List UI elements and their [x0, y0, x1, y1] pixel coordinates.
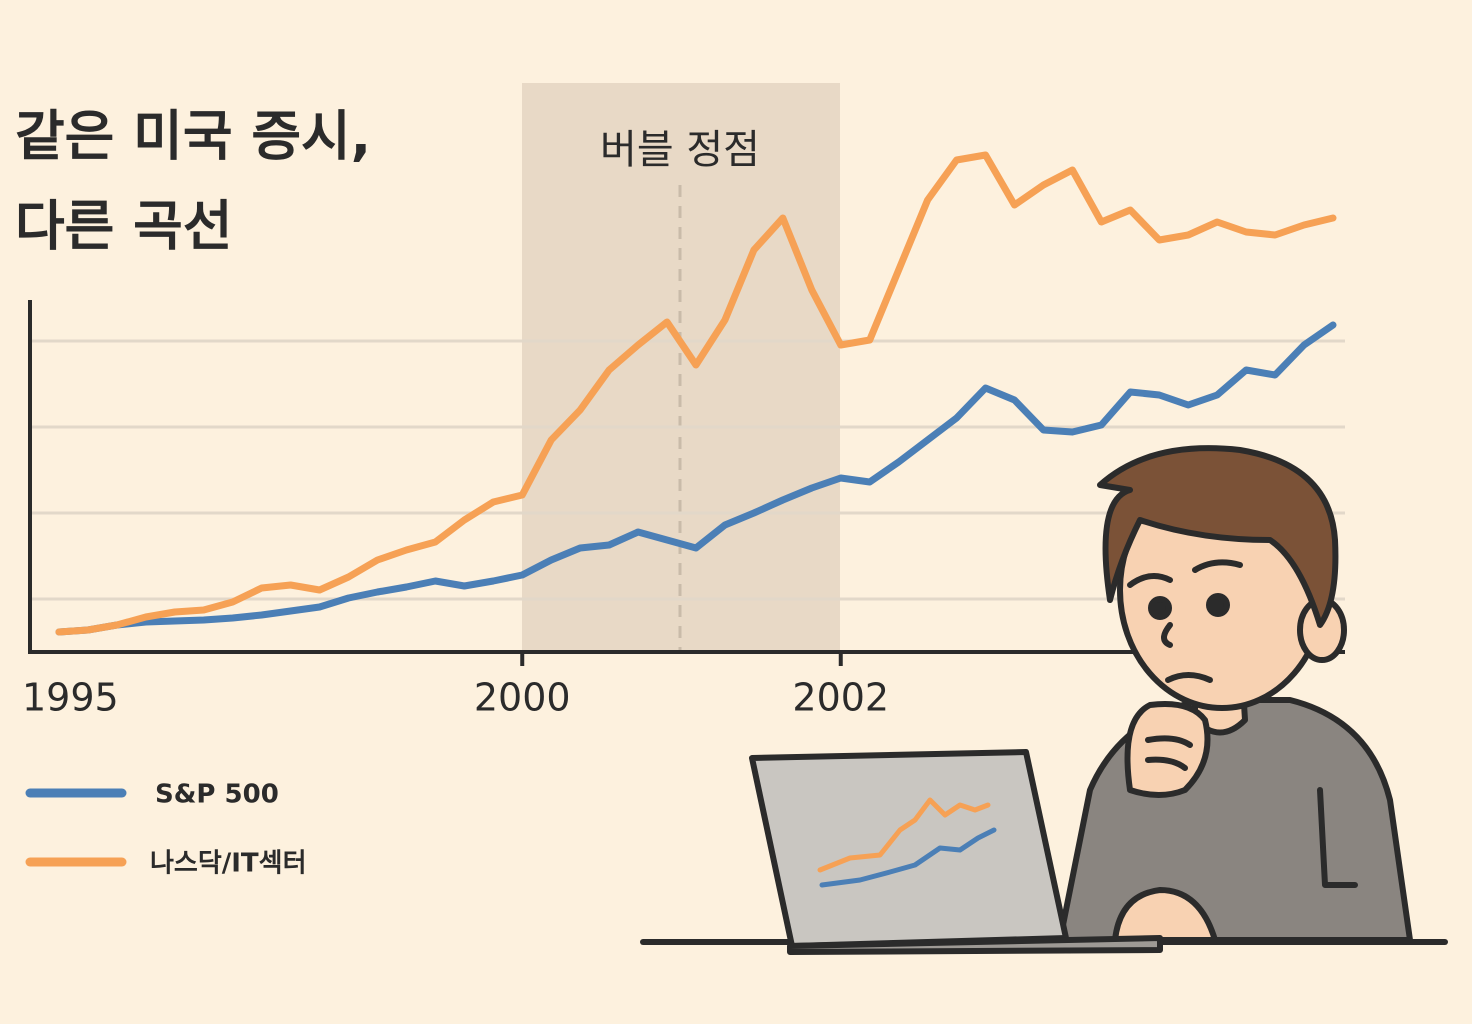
legend-label: S&P 500 — [155, 780, 279, 810]
hand — [1112, 887, 1218, 943]
laptop-base — [787, 935, 1163, 955]
hair — [1097, 445, 1339, 628]
mouth — [1165, 672, 1213, 683]
eye — [1148, 596, 1172, 620]
mini-line — [819, 827, 997, 888]
illustration — [640, 445, 1448, 955]
annotation: 버블 정점 — [600, 127, 760, 173]
sweater-fold — [1317, 787, 1358, 888]
chart-title: 같은 미국 증시, — [15, 105, 371, 168]
plot: 1995 2000 2002 — [22, 151, 1337, 720]
fingers — [1145, 735, 1193, 771]
eye — [1206, 593, 1230, 617]
legend: S&P 500 나스닥/IT섹터 — [25, 780, 307, 879]
brows — [1127, 559, 1243, 588]
chart-title: 다른 곡선 — [15, 195, 233, 258]
x-tick-label: 2002 — [792, 676, 889, 720]
x-tick-label: 2000 — [474, 676, 571, 720]
mini-line — [817, 797, 991, 873]
series-line — [55, 151, 1337, 636]
laptop-screen — [749, 749, 1069, 949]
nose — [1161, 622, 1173, 648]
series-line — [55, 321, 1337, 636]
hand — [1124, 701, 1211, 798]
bubble-region — [522, 83, 840, 652]
x-tick-label: 1995 — [22, 676, 119, 720]
legend-label: 나스닥/IT섹터 — [150, 849, 307, 879]
